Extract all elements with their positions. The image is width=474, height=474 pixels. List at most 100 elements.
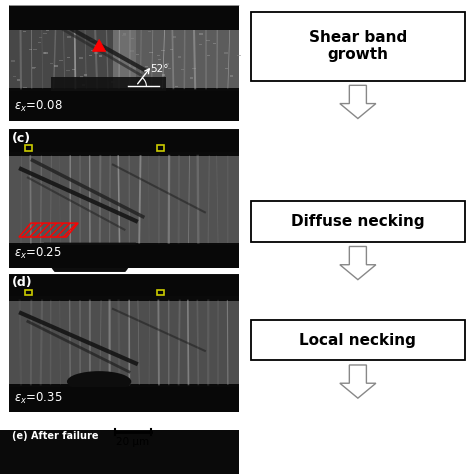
Text: $\varepsilon_x$=0.08: $\varepsilon_x$=0.08 bbox=[14, 100, 63, 115]
Bar bbox=[9, 156, 239, 243]
Bar bbox=[54, 21, 57, 23]
Bar bbox=[157, 55, 161, 56]
Bar bbox=[123, 24, 126, 25]
Wedge shape bbox=[44, 243, 136, 289]
Bar bbox=[89, 55, 92, 56]
Bar bbox=[165, 23, 169, 25]
Bar bbox=[33, 49, 37, 50]
Bar bbox=[155, 85, 158, 87]
Bar bbox=[38, 42, 41, 43]
Text: (d): (d) bbox=[12, 276, 33, 289]
Bar bbox=[13, 76, 17, 77]
Bar bbox=[136, 54, 139, 55]
Bar bbox=[67, 57, 70, 58]
FancyBboxPatch shape bbox=[251, 12, 465, 81]
Bar bbox=[173, 36, 176, 37]
Bar bbox=[188, 28, 191, 29]
Bar bbox=[9, 91, 239, 121]
Bar bbox=[162, 74, 165, 76]
Bar bbox=[51, 77, 166, 91]
Bar bbox=[199, 44, 202, 46]
Bar bbox=[133, 67, 137, 69]
Text: Local necking: Local necking bbox=[300, 333, 416, 347]
Bar bbox=[156, 290, 164, 295]
Bar bbox=[9, 301, 239, 384]
Bar bbox=[149, 52, 153, 53]
Bar bbox=[101, 23, 104, 24]
Bar bbox=[80, 76, 83, 78]
Bar bbox=[23, 27, 27, 29]
Bar bbox=[225, 68, 228, 69]
Bar bbox=[94, 52, 98, 54]
Bar bbox=[50, 63, 53, 64]
Bar bbox=[43, 52, 46, 54]
Bar bbox=[170, 49, 173, 50]
Bar bbox=[25, 290, 32, 295]
Bar bbox=[29, 49, 32, 51]
Bar bbox=[123, 33, 126, 35]
Bar bbox=[32, 67, 36, 69]
Bar bbox=[145, 66, 148, 67]
Text: $\varepsilon_x$=0.25: $\varepsilon_x$=0.25 bbox=[14, 246, 62, 261]
Text: 52°: 52° bbox=[150, 64, 169, 74]
Text: (e) After failure: (e) After failure bbox=[12, 431, 98, 441]
Bar bbox=[67, 36, 71, 38]
Polygon shape bbox=[340, 365, 376, 398]
Bar bbox=[131, 38, 134, 39]
Bar bbox=[134, 21, 137, 23]
Bar bbox=[9, 387, 239, 412]
Bar bbox=[11, 60, 15, 62]
Text: 20 μm: 20 μm bbox=[117, 437, 150, 447]
Bar bbox=[199, 33, 202, 35]
Bar bbox=[0, 415, 474, 474]
Bar bbox=[36, 21, 39, 23]
Bar bbox=[72, 69, 75, 70]
Ellipse shape bbox=[67, 371, 131, 392]
Bar bbox=[237, 55, 241, 56]
Bar bbox=[53, 27, 57, 29]
Bar bbox=[165, 63, 169, 64]
Bar bbox=[90, 39, 94, 41]
Bar bbox=[230, 75, 233, 77]
Bar bbox=[55, 65, 58, 66]
Bar bbox=[158, 59, 161, 60]
Bar bbox=[44, 33, 47, 35]
Bar bbox=[168, 68, 171, 69]
Bar bbox=[192, 68, 196, 70]
Polygon shape bbox=[340, 246, 376, 280]
Bar bbox=[9, 246, 239, 268]
Bar bbox=[122, 35, 126, 36]
Bar bbox=[134, 71, 137, 72]
Bar bbox=[44, 52, 48, 54]
Bar bbox=[66, 70, 70, 71]
Polygon shape bbox=[67, 243, 113, 251]
FancyBboxPatch shape bbox=[251, 320, 465, 360]
Bar bbox=[46, 29, 49, 30]
Bar bbox=[148, 31, 151, 32]
Bar bbox=[25, 145, 32, 151]
Bar bbox=[83, 74, 87, 76]
Text: Shear band
growth: Shear band growth bbox=[309, 30, 407, 63]
Bar bbox=[9, 128, 239, 152]
Bar bbox=[39, 36, 42, 38]
Bar bbox=[9, 273, 239, 296]
Bar bbox=[74, 374, 124, 389]
Bar bbox=[68, 23, 71, 25]
Polygon shape bbox=[340, 85, 376, 118]
Bar bbox=[9, 128, 239, 268]
Bar bbox=[231, 27, 234, 29]
Bar bbox=[9, 5, 239, 121]
Bar bbox=[9, 21, 136, 88]
FancyBboxPatch shape bbox=[251, 201, 465, 242]
Bar bbox=[96, 27, 100, 28]
Bar bbox=[161, 29, 164, 30]
Bar bbox=[59, 60, 63, 61]
Bar bbox=[111, 81, 115, 82]
Bar bbox=[225, 53, 228, 54]
Bar bbox=[113, 21, 239, 88]
Bar bbox=[82, 84, 85, 86]
Bar bbox=[207, 55, 210, 56]
Bar bbox=[178, 56, 181, 58]
Bar bbox=[23, 87, 27, 88]
Bar bbox=[17, 80, 20, 81]
